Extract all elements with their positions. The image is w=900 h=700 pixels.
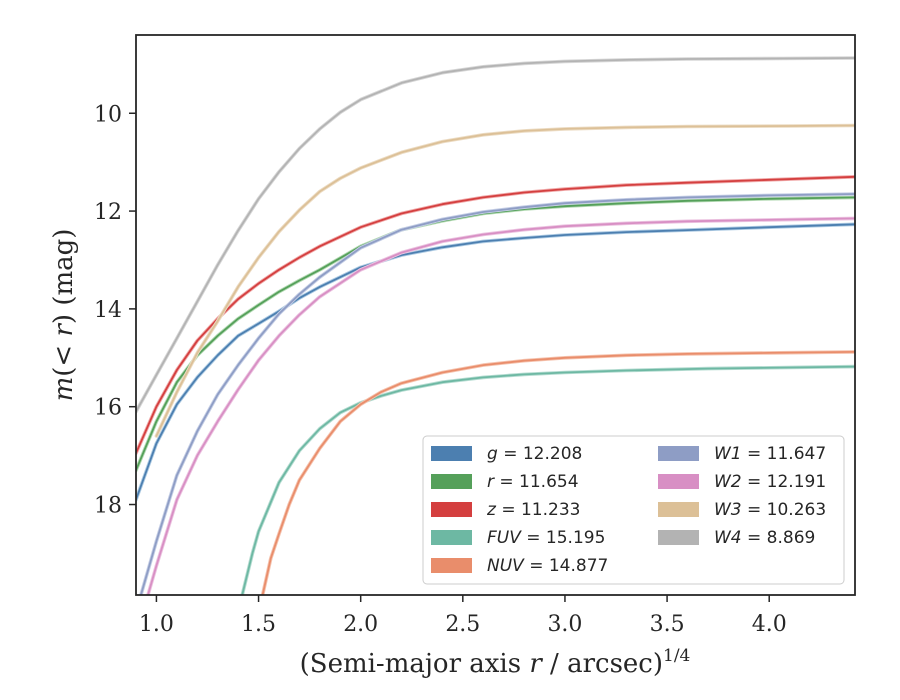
legend-swatch-nuv	[431, 558, 472, 573]
legend-swatch-w3	[658, 502, 699, 517]
legend-label-nuv: NUV = 14.877	[487, 556, 608, 576]
legend-swatch-z	[431, 502, 472, 517]
x-tick-label: 2.0	[343, 612, 378, 637]
legend-label-g: g = 12.208	[487, 444, 582, 464]
legend-label-fuv: FUV = 15.195	[487, 528, 605, 548]
series-line-w4	[136, 57, 855, 413]
series-line-z	[136, 175, 855, 455]
series-line-r	[136, 196, 855, 472]
y-tick-label: 16	[94, 396, 122, 421]
legend-swatch-r	[431, 474, 472, 489]
y-tick-label: 14	[94, 298, 122, 323]
series-line-w1	[139, 193, 855, 595]
legend-label-w1: W1 = 11.647	[714, 444, 826, 464]
y-axis-label: m(< r) (mag)	[49, 229, 79, 402]
legend-frame	[422, 435, 845, 585]
x-axis-label: (Semi-major axis r / arcsec)1/4	[300, 646, 691, 679]
legend: g = 12.208 r = 11.654 z = 11.233 FUV = 15.1…	[422, 435, 845, 585]
x-tick-label: 1.0	[139, 612, 174, 637]
legend-label-z: z = 11.233	[486, 500, 580, 520]
x-tick-label: 2.5	[445, 612, 480, 637]
x-tick-label: 4.0	[752, 612, 787, 637]
series-line-w3	[155, 124, 855, 437]
x-tick-label: 3.0	[547, 612, 582, 637]
legend-swatch-g	[431, 446, 472, 461]
x-tick-label: 1.5	[241, 612, 276, 637]
x-tick-label: 3.5	[650, 612, 685, 637]
series-group	[136, 56, 855, 595]
y-tick-label: 10	[94, 102, 122, 127]
legend-label-w3: W3 = 10.263	[714, 500, 826, 520]
legend-label-w2: W2 = 12.191	[714, 472, 826, 492]
legend-swatch-w4	[658, 530, 699, 545]
legend-swatch-fuv	[431, 530, 472, 545]
x-axis-ticks: 1.0 1.5 2.0 2.5 3.0 3.5 4.0	[139, 595, 787, 637]
series-line-w2	[147, 217, 855, 595]
plot-frame	[135, 34, 856, 596]
y-tick-label: 12	[94, 200, 122, 225]
legend-swatch-w2	[658, 474, 699, 489]
series-line-nuv	[261, 351, 855, 595]
legend-label-r: r = 11.654	[487, 472, 579, 492]
legend-label-w4: W4 = 8.869	[714, 528, 815, 548]
y-tick-label: 18	[94, 494, 122, 519]
y-axis-ticks: 10 12 14 16 18	[94, 102, 136, 519]
series-line-g	[136, 223, 855, 501]
legend-swatch-w1	[658, 446, 699, 461]
